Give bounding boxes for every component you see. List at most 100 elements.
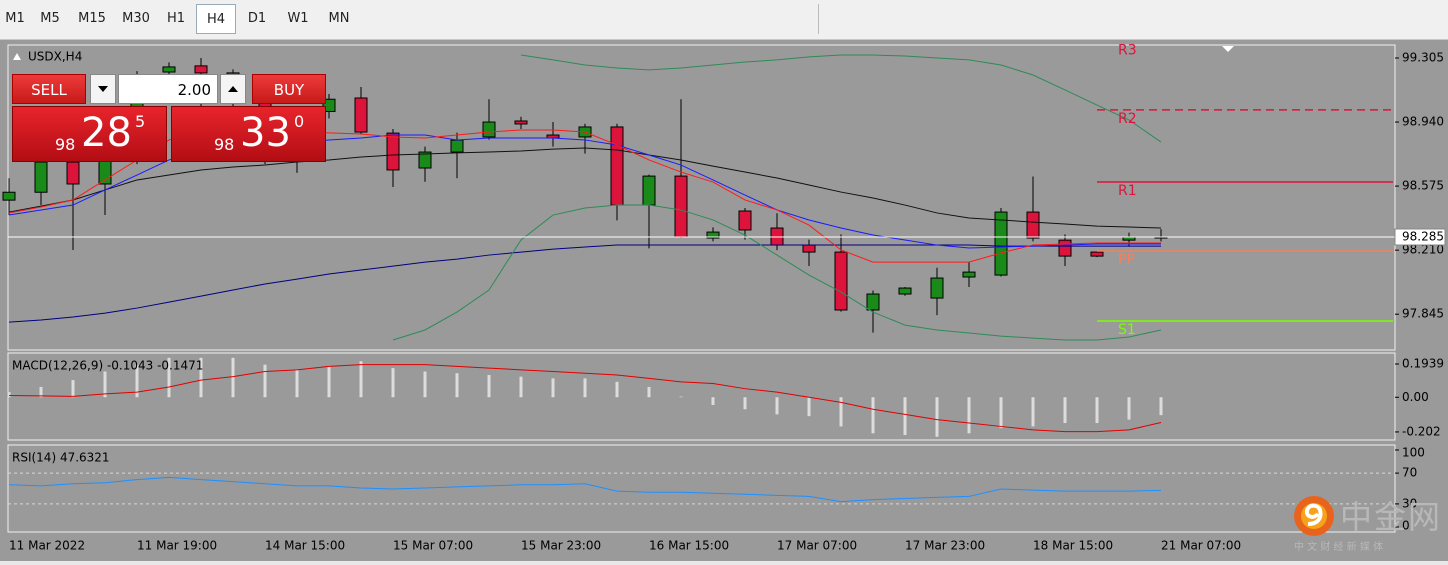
histogram-bar <box>167 357 171 398</box>
x-tick-label: 18 Mar 15:00 <box>1033 539 1113 553</box>
timeframe-button[interactable]: MN <box>328 11 350 26</box>
timeframe-button[interactable]: W1 <box>287 11 309 26</box>
candle-body <box>866 293 880 311</box>
histogram-bar <box>967 397 971 434</box>
histogram-bar <box>519 376 523 398</box>
pivot-label: R2 <box>1118 111 1137 127</box>
histogram-bar <box>679 396 683 398</box>
candle-body <box>2 191 16 201</box>
y-tick-label: 97.845 <box>1402 307 1444 321</box>
candle-body <box>642 175 656 206</box>
timeframe-button[interactable]: H4 <box>196 4 236 34</box>
price-main: 33 <box>240 110 291 156</box>
ask-price[interactable]: 98 33 0 <box>171 106 326 162</box>
indicator-line <box>392 204 1162 341</box>
toolbar-separator <box>818 4 819 34</box>
histogram-bar <box>103 371 107 398</box>
histogram-bar <box>327 366 331 398</box>
pivot-label: R1 <box>1118 183 1137 199</box>
timeframe-button[interactable]: D1 <box>247 11 267 26</box>
histogram-bar <box>711 397 715 405</box>
candle-body <box>674 175 688 238</box>
pivot-label: R3 <box>1118 42 1137 58</box>
timeframe-button[interactable]: M30 <box>122 11 150 26</box>
x-tick-label: 21 Mar 07:00 <box>1161 539 1241 553</box>
price-prefix: 98 <box>55 135 76 154</box>
lot-increase[interactable] <box>220 74 246 104</box>
signal-line <box>8 364 1162 433</box>
histogram-bar <box>775 397 779 415</box>
price-pip: 5 <box>135 112 146 131</box>
watermark-logo <box>1294 496 1334 536</box>
histogram-bar <box>1063 397 1067 424</box>
indicator-line <box>520 54 1162 143</box>
buy-button[interactable]: BUY <box>252 74 326 104</box>
panel-frame <box>7 444 1396 533</box>
current-price-box <box>1394 228 1446 246</box>
histogram-bar <box>935 397 939 437</box>
candle-body <box>834 251 848 311</box>
candle-body <box>802 244 816 253</box>
histogram-bar <box>1159 397 1163 416</box>
candle-body <box>194 65 208 74</box>
symbol-icon <box>13 53 21 60</box>
pivot-label: PP <box>1118 252 1135 268</box>
candle-body <box>34 161 48 193</box>
histogram-bar <box>839 397 843 427</box>
candle-body <box>66 161 80 185</box>
sell-button[interactable]: SELL <box>12 74 86 104</box>
y-tick-label: -0.202 <box>1402 424 1441 438</box>
timeframe-toolbar: M1 M5 M15 M30 H1 H4 D1 W1 MN <box>0 0 1448 40</box>
candle-body <box>514 120 528 125</box>
candle-body <box>1026 211 1040 239</box>
y-tick-label: 98.575 <box>1402 179 1444 193</box>
histogram-bar <box>615 381 619 398</box>
histogram-bar <box>1127 397 1131 420</box>
timeframe-button[interactable]: M5 <box>40 11 60 26</box>
timeframe-button[interactable]: M15 <box>78 11 106 26</box>
x-tick-label: 11 Mar 2022 <box>9 539 85 553</box>
timeframe-button[interactable]: H1 <box>166 11 186 26</box>
histogram-bar <box>199 357 203 398</box>
candle-body <box>418 151 432 169</box>
histogram-bar <box>551 378 555 398</box>
histogram-bar <box>455 373 459 398</box>
y-tick-label: 98.940 <box>1402 115 1444 129</box>
lot-decrease[interactable] <box>90 74 116 104</box>
x-tick-label: 17 Mar 07:00 <box>777 539 857 553</box>
candle-body <box>482 121 496 138</box>
x-tick-label: 15 Mar 23:00 <box>521 539 601 553</box>
x-tick-label: 16 Mar 15:00 <box>649 539 729 553</box>
price-prefix: 98 <box>214 135 235 154</box>
x-tick-label: 17 Mar 23:00 <box>905 539 985 553</box>
rsi-line <box>8 476 1162 503</box>
watermark: 中金网 中 文 财 经 新 媒 体 <box>1292 492 1442 554</box>
candle-body <box>994 211 1008 276</box>
candle-body <box>962 271 976 278</box>
price-pip: 0 <box>294 112 305 131</box>
histogram-bar <box>359 361 363 398</box>
histogram-bar <box>231 357 235 398</box>
y-tick-label: 100 <box>1402 446 1425 460</box>
y-tick-label: 99.305 <box>1402 50 1444 64</box>
histogram-bar <box>999 397 1003 429</box>
lot-input[interactable]: 2.00 <box>118 74 218 104</box>
histogram-bar <box>583 378 587 398</box>
indicator-title: RSI(14) 47.6321 <box>12 451 110 465</box>
bid-price[interactable]: 98 28 5 <box>12 106 167 162</box>
candle-body <box>610 126 624 206</box>
histogram-bar <box>647 386 651 398</box>
timeframe-button[interactable]: M1 <box>5 11 25 26</box>
candle-body <box>1090 251 1104 257</box>
histogram-bar <box>807 397 811 417</box>
y-tick-label: 0.00 <box>1402 390 1429 404</box>
histogram-bar <box>487 374 491 398</box>
candle-body <box>706 231 720 239</box>
price-main: 28 <box>81 110 132 156</box>
candle-body <box>1058 239 1072 257</box>
candle-body <box>930 277 944 299</box>
histogram-bar <box>39 386 43 398</box>
histogram-bar <box>1095 397 1099 424</box>
y-tick-label: 98.210 <box>1402 243 1444 257</box>
